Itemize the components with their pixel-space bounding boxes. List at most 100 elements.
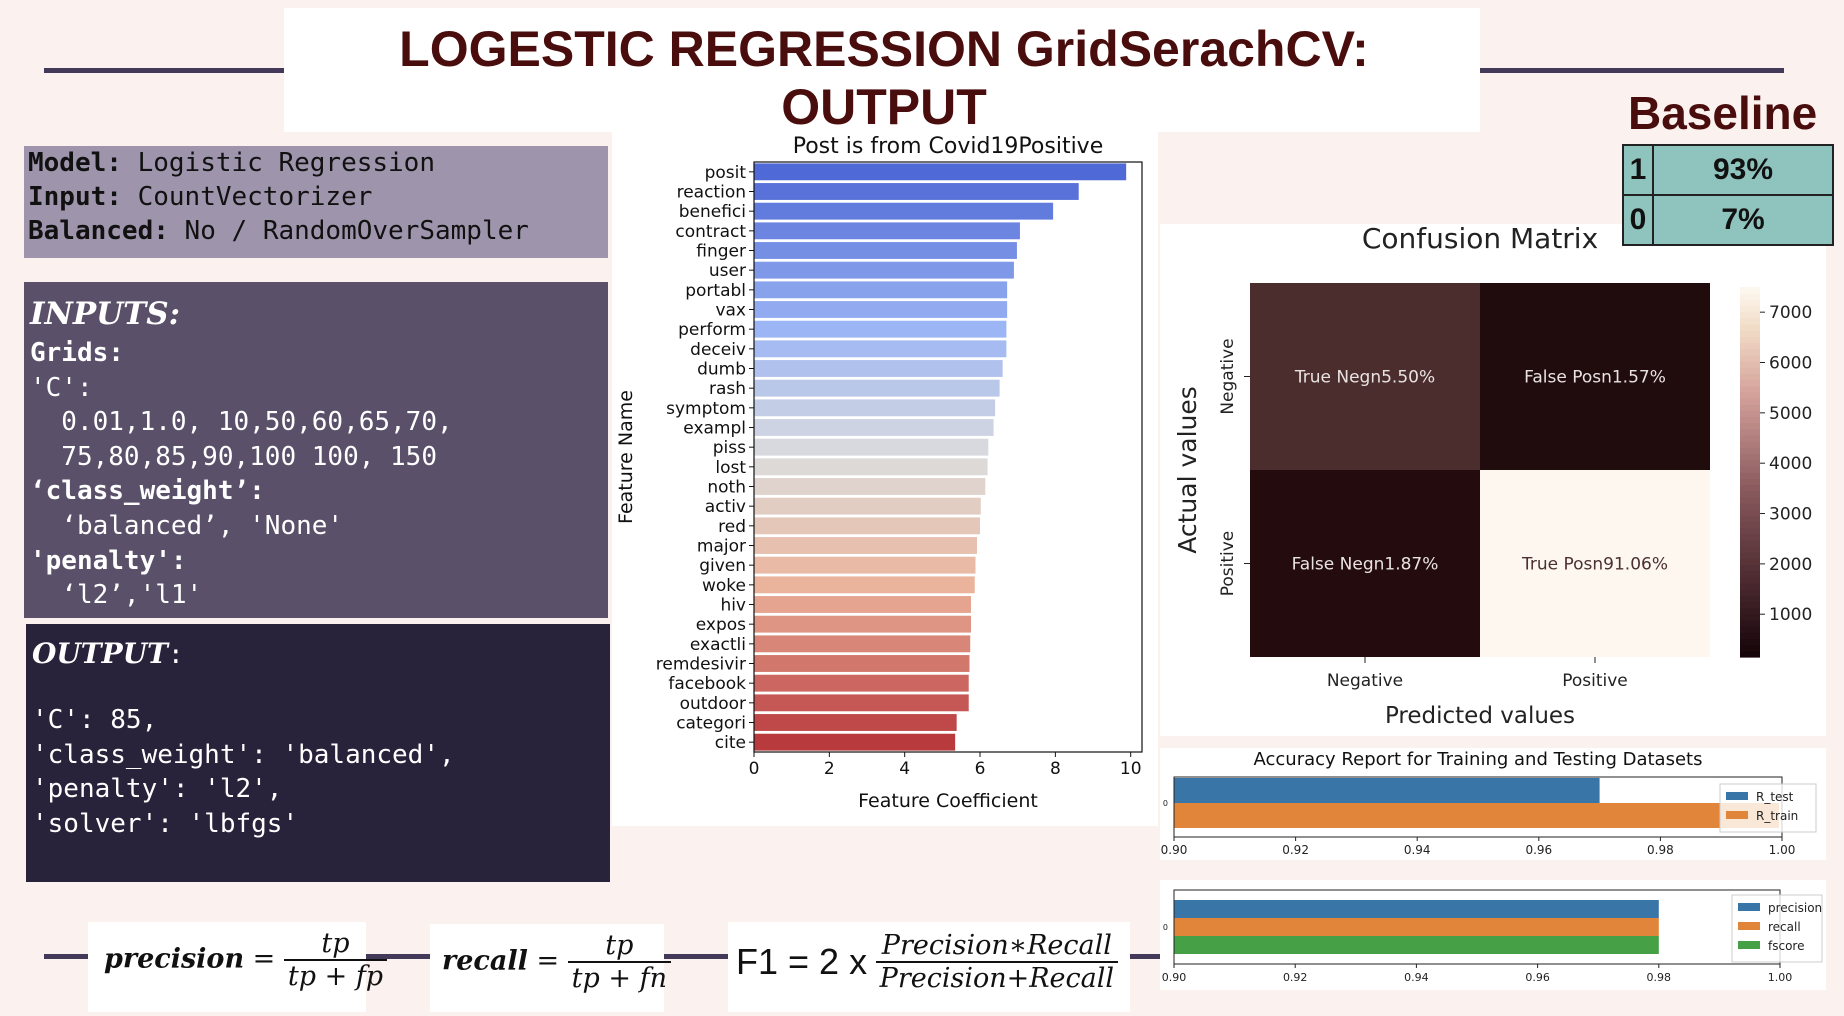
colorbar-segment — [1740, 478, 1760, 485]
balanced-row: Balanced: No / RandomOverSampler — [24, 214, 608, 248]
precision-formula: precision = tp tp + fp — [88, 922, 388, 1012]
colorbar-segment — [1740, 404, 1760, 411]
feature-bar — [754, 674, 969, 692]
colorbar-segment — [1740, 441, 1760, 448]
feature-bar — [754, 301, 1008, 318]
confusion-cell — [1480, 470, 1710, 657]
feature-tick-label: exampl — [683, 419, 746, 439]
colorbar-segment — [1740, 570, 1760, 578]
feature-tick-label: remdesivir — [656, 655, 746, 675]
feature-bar — [754, 163, 1127, 181]
balanced-key: Balanced: — [28, 216, 169, 246]
feature-tick-label: exactli — [690, 635, 746, 655]
feature-y-axis-label: Feature Name — [615, 390, 637, 524]
colorbar-segment — [1740, 398, 1760, 405]
feature-bar — [754, 261, 1014, 279]
colorbar-tick-label: 6000 — [1769, 354, 1812, 374]
colorbar-segment — [1740, 391, 1760, 399]
recall-lhs: recall — [442, 945, 528, 977]
feature-tick-label: benefici — [679, 202, 746, 222]
colorbar-segment — [1740, 354, 1760, 362]
feature-tick-label: deceiv — [690, 340, 746, 360]
baseline-row: 1 93% — [1622, 144, 1834, 196]
colorbar-segment — [1740, 367, 1760, 374]
colorbar-tick-label: 3000 — [1769, 505, 1812, 525]
feature-x-tick-label: 10 — [1120, 759, 1142, 779]
feature-chart-title: Post is from Covid19Positive — [793, 134, 1104, 159]
feature-bar — [754, 222, 1020, 240]
feature-bar — [754, 281, 1008, 299]
colorbar-segment — [1740, 546, 1760, 553]
colorbar-segment — [1740, 613, 1760, 621]
feature-tick-label: woke — [702, 576, 746, 596]
feature-bar — [754, 694, 969, 712]
accuracy-report-chart: Accuracy Report for Training and Testing… — [1161, 749, 1817, 857]
title-box: LOGESTIC REGRESSION GridSerachCV: OUTPUT — [284, 8, 1480, 135]
feature-bar — [754, 419, 994, 436]
colorbar-segment — [1740, 416, 1760, 424]
hbar-x-tick-label: 0.90 — [1161, 843, 1188, 857]
feature-bar — [754, 360, 1003, 377]
precision-numerator: tp — [283, 928, 388, 961]
output-line: 'class_weight': 'balanced', — [32, 739, 455, 770]
colorbar-segment — [1740, 305, 1760, 313]
confusion-matrix-title: Confusion Matrix — [1362, 224, 1598, 255]
feature-chart-card: Post is from Covid19Positive posit reactio… — [612, 132, 1158, 826]
balanced-value: No / RandomOverSampler — [184, 216, 529, 246]
colorbar-segment — [1740, 632, 1760, 640]
model-row: Model: Logistic Regression — [24, 146, 608, 180]
hbar-x-tick-label: 0.90 — [1162, 971, 1187, 984]
model-panel: Model: Logistic Regression Input: CountV… — [24, 146, 608, 258]
feature-bar — [754, 320, 1007, 338]
colorbar-segment — [1740, 589, 1760, 596]
colorbar-segment — [1740, 379, 1760, 387]
colorbar-segment — [1740, 607, 1760, 615]
hbar-legend-swatch — [1738, 922, 1760, 930]
output-line: 'C': 85, — [32, 705, 158, 735]
colorbar-segment — [1740, 293, 1760, 300]
precision-lhs: precision — [104, 943, 245, 975]
hbar-x-tick-label: 0.92 — [1282, 843, 1309, 857]
feature-tick-label: red — [718, 517, 746, 537]
input-row: Input: CountVectorizer — [24, 180, 608, 214]
hbar-y-tick-label: 0 — [1163, 799, 1168, 808]
hbar-y-tick-label: 0 — [1163, 923, 1168, 932]
baseline-label: 1 — [1622, 144, 1654, 196]
class-weight-key: ‘class_weight’: — [30, 476, 265, 507]
confusion-cell — [1250, 283, 1480, 470]
feature-x-tick-label: 4 — [899, 759, 910, 779]
hbar-recall — [1174, 918, 1659, 936]
inputs-heading: INPUTS: — [30, 296, 181, 332]
colorbar-segment — [1740, 490, 1760, 498]
colorbar-segment — [1740, 324, 1760, 331]
recall-equals: = — [536, 945, 560, 977]
inputs-panel: INPUTS: Grids: 'C': 0.01,1.0, 10,50,60,6… — [24, 282, 608, 618]
feature-bar — [754, 655, 970, 672]
colorbar-segment — [1740, 361, 1760, 368]
colorbar-segment — [1740, 576, 1760, 584]
hbar-x-tick-label: 0.94 — [1404, 843, 1431, 857]
colorbar-segment — [1740, 564, 1760, 572]
colorbar-segment — [1740, 435, 1760, 442]
feature-bar — [754, 202, 1054, 220]
output-panel: OUTPUT: 'C': 85, 'class_weight': 'balanc… — [26, 624, 610, 882]
feature-bar — [754, 635, 971, 653]
cm-x-tick-label: Positive — [1562, 671, 1628, 691]
confusion-cell — [1250, 470, 1480, 657]
page-title: LOGESTIC REGRESSION GridSerachCV: OUTPUT — [399, 21, 1369, 135]
feature-tick-label: outdoor — [680, 694, 746, 714]
colorbar-tick-label: 1000 — [1769, 605, 1812, 625]
colorbar-segment — [1740, 601, 1760, 609]
feature-x-tick-label: 2 — [824, 759, 835, 779]
feature-tick-label: facebook — [668, 674, 746, 694]
colorbar-segment — [1740, 465, 1760, 473]
feature-x-tick-label: 6 — [975, 759, 986, 779]
colorbar-segment — [1740, 311, 1760, 319]
confusion-matrix-chart: Confusion Matrix True Negn5.50% False Posn… — [1173, 222, 1812, 729]
colorbar-segment — [1740, 385, 1760, 393]
feature-tick-label: portabl — [685, 281, 746, 301]
colorbar-segment — [1740, 496, 1760, 504]
feature-tick-label: symptom — [666, 399, 746, 419]
confusion-cell — [1480, 283, 1710, 470]
precision-denominator: tp + fp — [287, 961, 384, 992]
